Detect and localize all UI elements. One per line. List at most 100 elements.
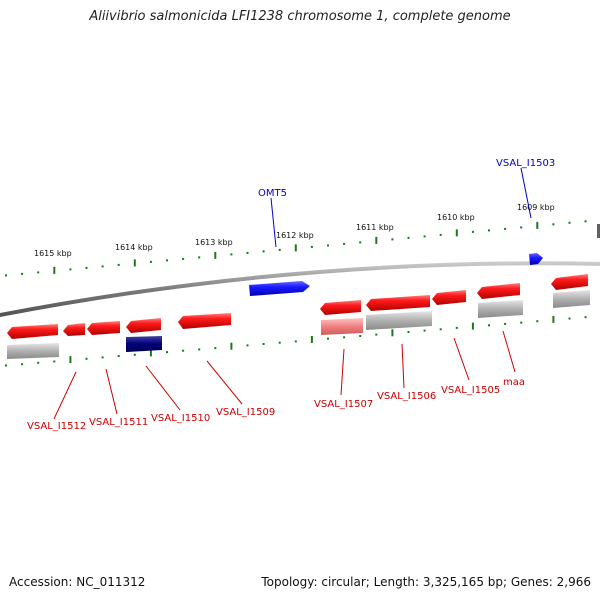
gene-omt5[interactable] [249,281,310,296]
minor-tick [117,355,120,358]
minor-tick [278,248,281,251]
major-tick [214,251,217,259]
label-vsal-i1503[interactable]: VSAL_I1503 [496,158,555,219]
major-tick [149,349,152,357]
major-tick [375,236,378,244]
minor-tick [568,221,571,224]
minor-tick [182,257,185,260]
minor-tick [471,230,474,233]
feature-pink[interactable] [321,318,363,335]
minor-tick [294,340,297,343]
minor-tick [327,337,329,340]
gene-vsal-i1511a[interactable] [63,323,85,336]
minor-tick [85,357,88,360]
gene-vsal-i1511b[interactable] [87,321,120,335]
major-tick [310,336,313,343]
gene-vsal-i1503[interactable] [529,253,543,265]
minor-tick [198,348,201,351]
gene-label-vsal-i1505: VSAL_I1505 [441,385,500,396]
minor-tick [230,253,233,256]
major-tick [471,322,474,330]
minor-tick [536,320,539,323]
gene-label-vsal-i1506: VSAL_I1506 [377,391,436,402]
label-vsal-i1512[interactable]: VSAL_I1512 [27,371,86,432]
label-vsal-i1510[interactable]: VSAL_I1510 [145,365,210,424]
minor-tick [149,260,152,263]
label-vsal-i1511[interactable]: VSAL_I1511 [89,368,148,428]
minor-tick [166,259,168,262]
map-title: Aliivibrio salmonicida LFI1238 chromosom… [89,9,511,24]
gene-label-vsal-i1510: VSAL_I1510 [151,413,210,424]
accession: Accession: NC_011312 [9,575,145,589]
major-tick [536,221,539,229]
minor-tick [69,268,72,271]
edge-marker [597,224,600,238]
genome-summary: Topology: circular; Length: 3,325,165 bp… [261,575,591,589]
scale-labels: 1615 kbp 1614 kbp 1613 kbp 1612 kbp 1611… [34,203,555,258]
label-vsal-i1509[interactable]: VSAL_I1509 [206,360,275,418]
minor-tick [584,220,587,223]
minor-tick [5,274,7,277]
label-maa[interactable]: maa [502,330,525,388]
feature-navy[interactable] [126,336,162,352]
minor-tick [504,322,507,325]
label-vsal-i1506[interactable]: VSAL_I1506 [377,343,436,402]
minor-tick [391,238,394,241]
scale-track-bottom [5,315,587,367]
minor-tick [327,244,329,247]
major-tick [133,259,136,267]
major-tick [230,342,233,350]
scale-label: 1614 kbp [115,243,153,252]
minor-tick [182,349,185,352]
minor-tick [455,326,458,329]
label-vsal-i1505[interactable]: VSAL_I1505 [441,337,500,396]
gene-vsal-i1509[interactable] [178,313,231,329]
gene-label-omt5: OMT5 [258,188,287,199]
gene-vsal-i1512[interactable] [7,324,58,339]
minor-tick [246,251,249,254]
scale-label: 1610 kbp [437,213,475,222]
gene-vsal-i1507[interactable] [320,300,361,315]
gene-label-maa: maa [503,377,525,388]
minor-tick [439,328,442,331]
minor-tick [488,324,490,327]
feature-gray-2[interactable] [366,311,432,330]
gene-maa[interactable] [477,283,520,299]
scale-label: 1612 kbp [276,231,314,240]
minor-tick [214,347,217,350]
minor-tick [166,351,168,354]
minor-tick [552,223,555,226]
feature-gray-4[interactable] [553,290,590,308]
gene-label-vsal-i1503: VSAL_I1503 [496,158,555,169]
minor-tick [375,333,378,336]
minor-tick [343,336,346,339]
gene-right-edge[interactable] [551,274,588,290]
minor-tick [278,341,281,344]
minor-tick [117,263,120,266]
minor-tick [423,235,426,238]
feature-gray-3[interactable] [478,300,523,318]
scale-label: 1609 kbp [517,203,555,212]
scale-label: 1611 kbp [356,223,394,232]
minor-tick [262,343,265,345]
accession-label: Accession: [9,575,73,589]
minor-tick [37,271,40,274]
chromosome-backbone [0,261,600,318]
minor-tick [407,236,410,239]
gene-vsal-i1505[interactable] [432,290,466,305]
minor-tick [568,317,571,320]
gene-vsal-i1506[interactable] [366,295,430,311]
label-vsal-i1507[interactable]: VSAL_I1507 [314,348,373,410]
major-tick [69,356,72,364]
major-tick [455,229,458,237]
minor-tick [21,272,24,275]
gene-vsal-i1510[interactable] [126,318,161,333]
minor-tick [504,227,507,230]
minor-tick [584,316,587,319]
feature-gray-1[interactable] [7,343,59,359]
label-omt5[interactable]: OMT5 [258,188,287,248]
minor-tick [101,265,104,268]
scale-track-top [5,220,587,277]
gene-label-vsal-i1512: VSAL_I1512 [27,421,86,432]
minor-tick [198,256,201,259]
